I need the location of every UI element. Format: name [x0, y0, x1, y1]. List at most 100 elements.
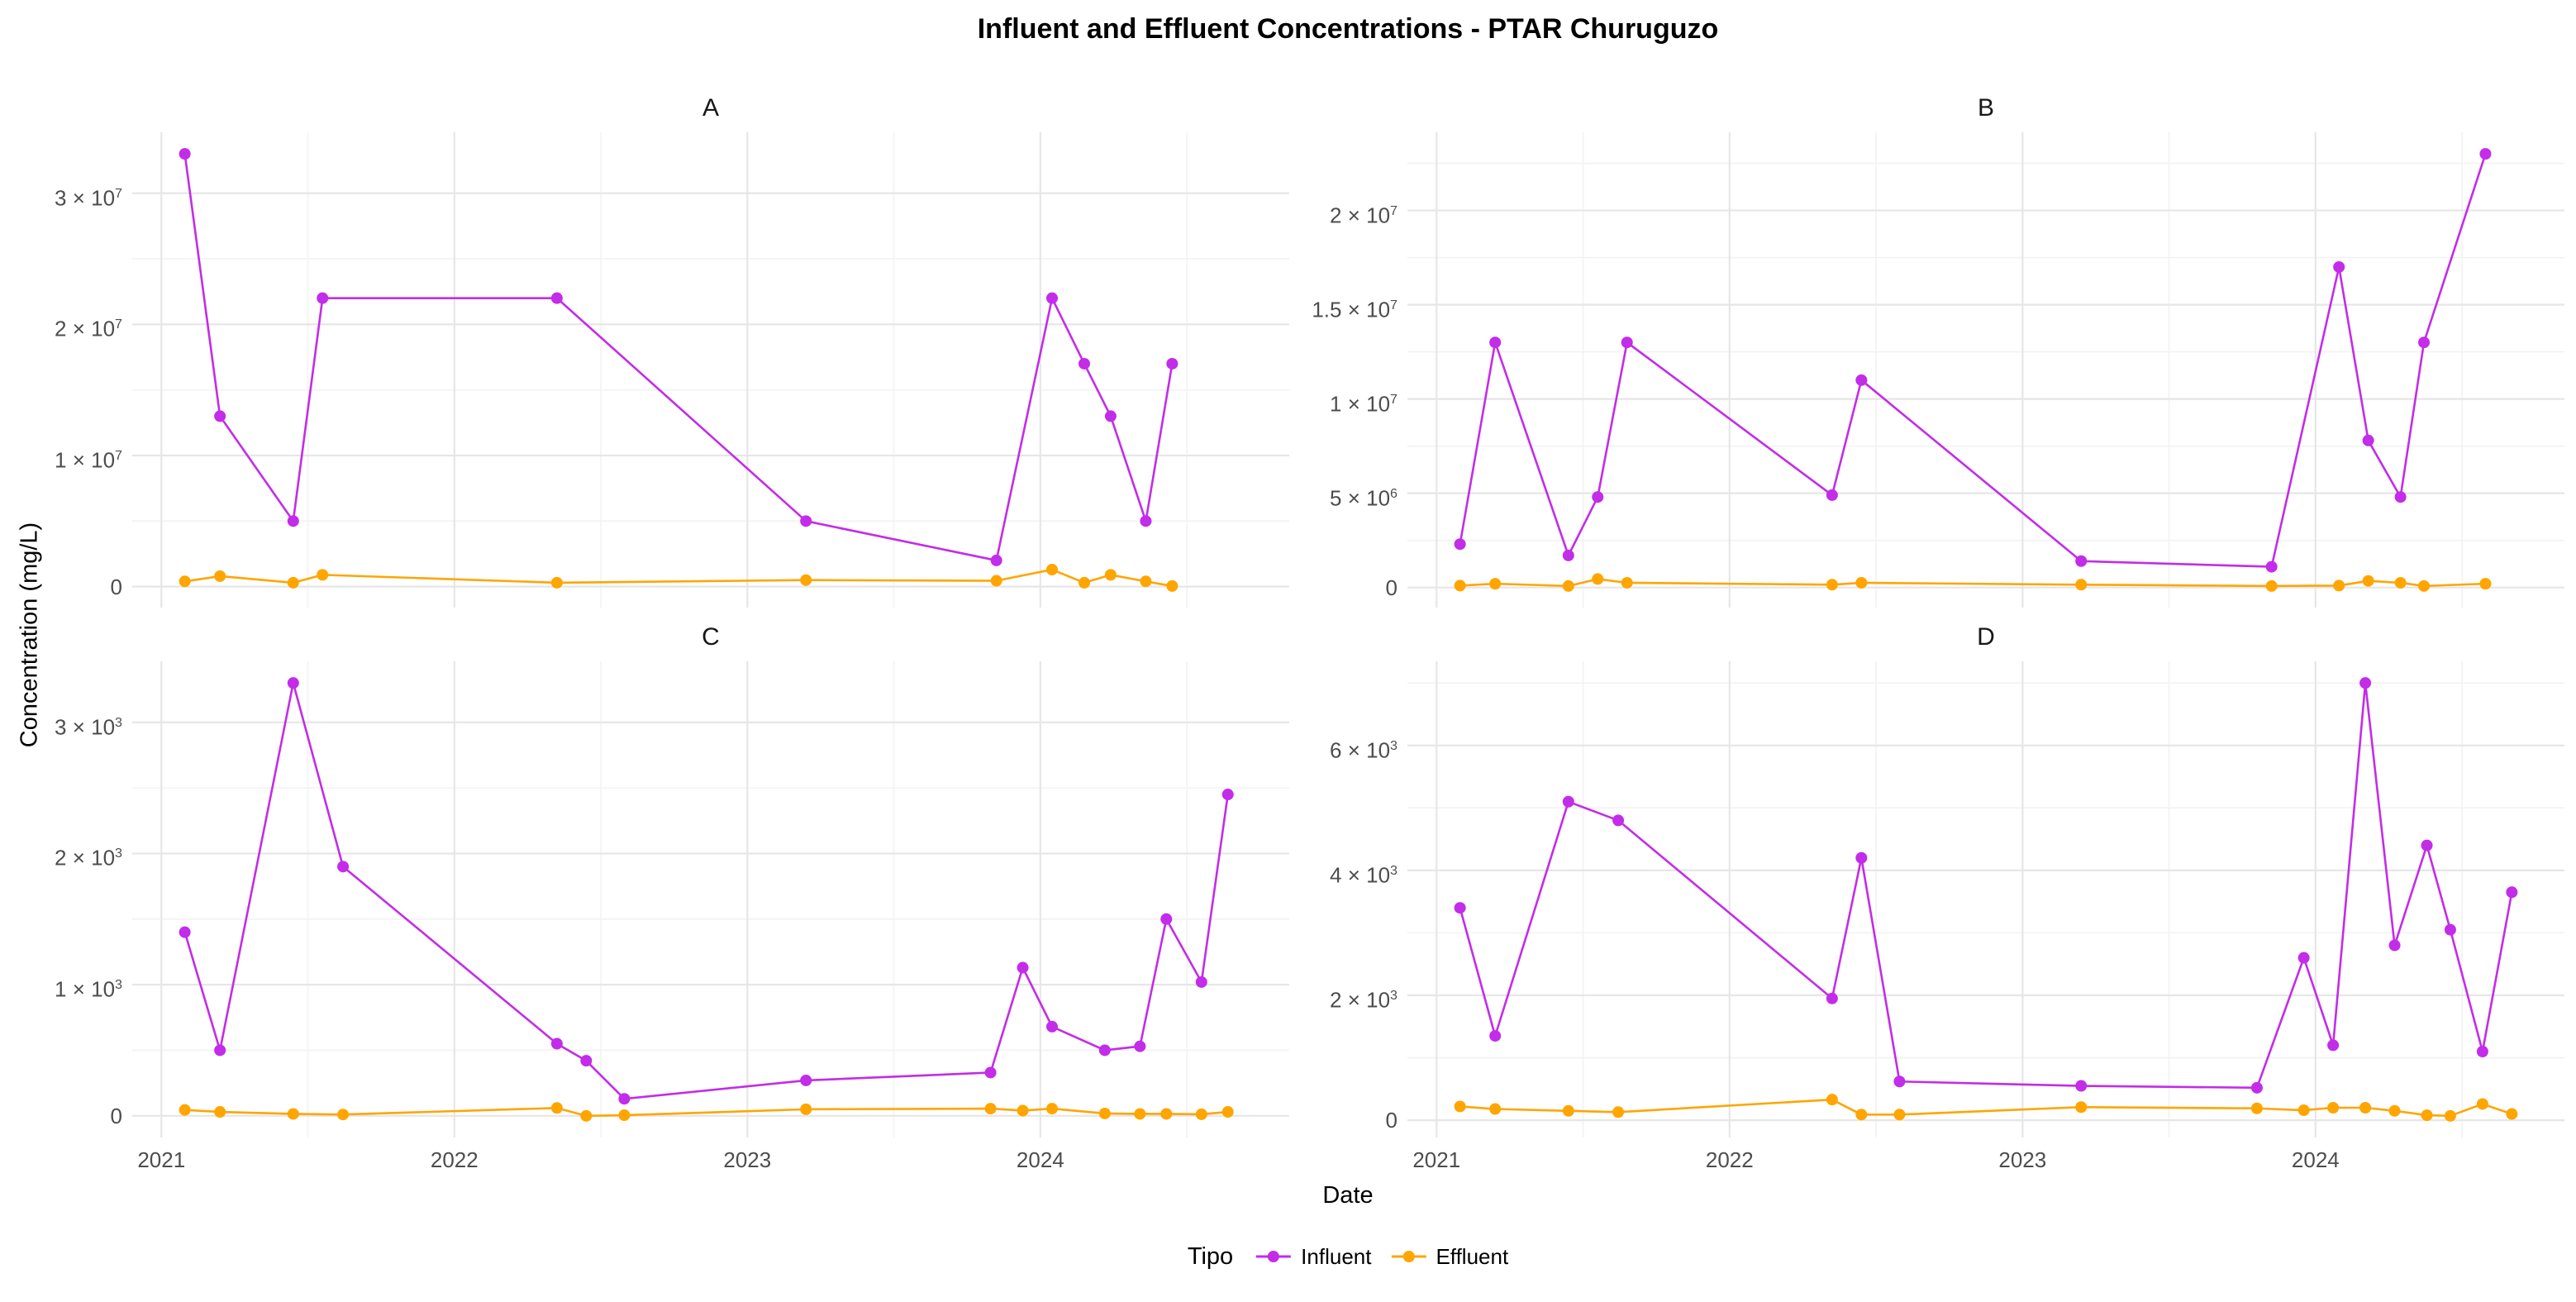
effluent-line [183, 568, 1174, 588]
effluent-point [2265, 579, 2278, 592]
influent-point [2388, 939, 2401, 951]
y-tick-label-B: 1.5 × 107 [1312, 297, 1398, 322]
influent-point [550, 292, 563, 304]
influent-point [580, 1055, 593, 1067]
influent-point [1454, 902, 1466, 914]
influent-series [1454, 677, 2518, 1094]
influent-point [800, 1074, 812, 1086]
effluent-point [550, 576, 563, 589]
effluent-point [2297, 1104, 2310, 1117]
effluent-point [990, 575, 1002, 587]
influent-point [2265, 560, 2278, 573]
effluent-point [2388, 1104, 2401, 1117]
gridlines-major [132, 661, 1289, 1137]
effluent-point [179, 1104, 191, 1116]
y-tick-label-C: 1 × 103 [55, 976, 122, 1002]
influent-series [179, 677, 1234, 1105]
effluent-point [317, 569, 329, 581]
effluent-point [1195, 1108, 1207, 1120]
effluent-point [1454, 1100, 1466, 1113]
influent-series [179, 148, 1178, 566]
effluent-point [1489, 1103, 1502, 1115]
influent-swatch-icon [1256, 1251, 1292, 1262]
influent-point [2444, 923, 2456, 936]
influent-point [1855, 374, 1868, 386]
influent-point [1166, 357, 1178, 370]
influent-point [337, 861, 350, 873]
effluent-point [550, 1102, 563, 1114]
effluent-point [800, 1103, 812, 1115]
effluent-point [2476, 1098, 2488, 1110]
effluent-point [2359, 1101, 2372, 1114]
influent-point [2075, 1080, 2088, 1092]
influent-point [618, 1093, 631, 1105]
influent-point [1454, 538, 1466, 551]
effluent-point [1017, 1104, 1029, 1117]
effluent-point [1104, 569, 1117, 581]
effluent-point [1221, 1106, 1234, 1118]
effluent-point [1562, 579, 1574, 592]
effluent-point [1489, 578, 1502, 590]
x-tick-label-C: 2024 [1016, 1147, 1064, 1172]
effluent-series [179, 564, 1178, 592]
influent-point [287, 515, 299, 527]
y-tick-label-D: 4 × 103 [1330, 862, 1398, 888]
effluent-point [2327, 1101, 2340, 1114]
effluent-point [2362, 575, 2374, 587]
y-tick-label-D: 6 × 103 [1330, 737, 1398, 763]
y-tick-label-C: 0 [110, 1103, 122, 1128]
influent-point [2250, 1081, 2263, 1094]
influent-point [2506, 886, 2518, 899]
legend-item-influent[interactable]: Influent [1255, 1244, 1371, 1270]
effluent-point [2479, 578, 2492, 590]
y-tick-label-A: 3 × 107 [55, 185, 122, 211]
y-tick-label-C: 3 × 103 [55, 714, 122, 740]
influent-point [2359, 677, 2372, 689]
legend: Tipo Influent Effluent [1188, 1238, 1508, 1275]
influent-point [1826, 489, 1838, 501]
facet-label-A: A [702, 94, 720, 122]
influent-point [1046, 1020, 1059, 1033]
influent-point [1562, 795, 1574, 808]
legend-item-effluent-label: Effluent [1436, 1243, 1509, 1269]
effluent-point [2075, 1101, 2088, 1114]
gridlines-minor [132, 132, 1289, 608]
legend-title: Tipo [1187, 1242, 1234, 1270]
effluent-line [183, 1106, 1230, 1118]
legend-item-effluent[interactable]: Effluent [1389, 1244, 1508, 1270]
effluent-point [1134, 1108, 1146, 1120]
panel-B-plot [1407, 132, 2564, 608]
effluent-point [1046, 564, 1059, 576]
gridlines-minor [132, 661, 1289, 1137]
effluent-point [1098, 1107, 1111, 1119]
influent-point [179, 926, 191, 938]
influent-point [1855, 851, 1868, 864]
influent-point [800, 515, 812, 527]
influent-point [2333, 260, 2345, 273]
influent-point [214, 410, 226, 422]
y-tick-label-A: 1 × 107 [55, 447, 122, 473]
effluent-point [287, 1108, 299, 1120]
influent-point [1893, 1075, 1906, 1088]
y-tick-label-B: 0 [1385, 575, 1398, 600]
effluent-point [2394, 576, 2407, 589]
gridlines-major [1407, 661, 2564, 1137]
effluent-point [2421, 1109, 2433, 1122]
effluent-point [580, 1109, 593, 1122]
effluent-point [179, 575, 191, 588]
x-tick-label-D: 2022 [1705, 1147, 1754, 1172]
influent-point [984, 1066, 997, 1079]
influent-point [1098, 1044, 1111, 1056]
x-tick-label-C: 2022 [430, 1147, 479, 1172]
y-tick-label-A: 0 [110, 574, 122, 599]
effluent-point [214, 1106, 226, 1118]
panel-C-plot [132, 661, 1289, 1137]
effluent-point [2075, 579, 2088, 591]
effluent-point [1140, 575, 1152, 588]
influent-point [2362, 434, 2374, 446]
effluent-point [1562, 1104, 1574, 1117]
effluent-point [1855, 1109, 1868, 1121]
influent-point [1140, 515, 1152, 527]
effluent-point [1612, 1106, 1625, 1118]
